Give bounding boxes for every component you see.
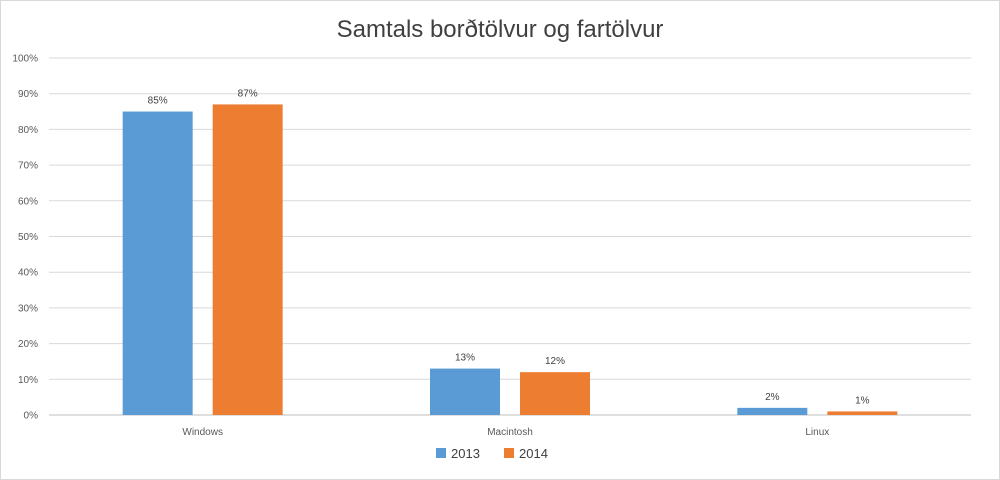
- legend-swatch: [436, 448, 446, 458]
- y-tick-label: 10%: [18, 375, 38, 386]
- y-tick-label: 0%: [24, 411, 39, 422]
- bar-linux-2014: [827, 411, 898, 415]
- data-label: 13%: [455, 353, 475, 364]
- bars: [122, 104, 898, 416]
- category-label: Macintosh: [487, 427, 533, 438]
- y-tick-label: 90%: [18, 89, 38, 100]
- y-tick-label: 50%: [18, 232, 38, 243]
- y-tick-label: 70%: [18, 161, 38, 172]
- y-tick-label: 30%: [18, 303, 38, 314]
- bar-windows-2014: [212, 104, 283, 415]
- bar-macintosh-2014: [520, 372, 590, 415]
- legend: 2013 2014: [436, 446, 548, 461]
- y-tick-label: 60%: [18, 196, 38, 207]
- data-label: 87%: [238, 88, 258, 99]
- data-label: 2%: [765, 392, 780, 403]
- data-labels: 85% 87% 13% 12% 2% 1%: [148, 88, 870, 406]
- bar-windows-2013: [122, 111, 193, 416]
- y-tick-label: 40%: [18, 268, 38, 279]
- x-axis-categories: Windows Macintosh Linux: [182, 427, 829, 438]
- category-label: Linux: [805, 427, 829, 438]
- y-tick-label: 20%: [18, 339, 38, 350]
- bar-linux-2013: [737, 407, 808, 415]
- chart-title: Samtals borðtölvur og fartölvur: [337, 16, 664, 43]
- legend-swatch: [504, 448, 514, 458]
- y-tick-label: 80%: [18, 125, 38, 136]
- legend-label: 2013: [451, 446, 480, 461]
- bar-macintosh-2013: [430, 368, 500, 415]
- data-label: 85%: [148, 96, 168, 107]
- y-tick-label: 100%: [12, 54, 38, 65]
- data-label: 12%: [545, 356, 565, 367]
- gridlines: [49, 57, 971, 416]
- y-axis-ticks: 0% 10% 20% 30% 40% 50% 60% 70% 80% 90% 100%: [12, 54, 38, 422]
- data-label: 1%: [855, 395, 870, 406]
- category-label: Windows: [182, 427, 223, 438]
- legend-label: 2014: [519, 446, 548, 461]
